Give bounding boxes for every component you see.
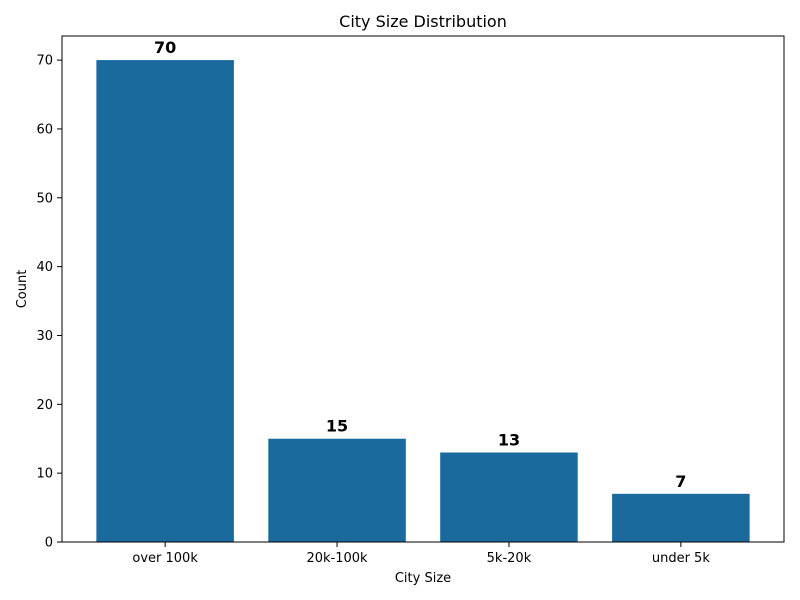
- bar: [612, 493, 750, 542]
- x-tick-label: over 100k: [132, 551, 198, 566]
- y-tick-label: 0: [45, 536, 53, 551]
- y-axis: 0 10 20 30 40 50 60 70: [36, 54, 62, 551]
- y-tick-label: 70: [36, 54, 53, 69]
- data-label: 7: [675, 472, 686, 491]
- bar: [268, 438, 406, 542]
- bars-group: [96, 60, 750, 542]
- x-axis-label: City Size: [395, 571, 451, 586]
- y-tick-label: 10: [36, 467, 53, 482]
- x-axis: over 100k 20k-100k 5k-20k under 5k: [132, 542, 710, 566]
- data-label: 15: [326, 417, 348, 436]
- y-tick-label: 30: [36, 329, 53, 344]
- data-label: 13: [498, 431, 520, 450]
- y-axis-label: Count: [15, 270, 30, 309]
- y-tick-label: 20: [36, 398, 53, 413]
- y-tick-label: 50: [36, 191, 53, 206]
- data-labels-group: 70 15 13 7: [154, 38, 686, 491]
- y-tick-label: 40: [36, 260, 53, 275]
- plot-frame: [61, 35, 785, 543]
- chart-title: City Size Distribution: [339, 12, 507, 31]
- bar: [440, 452, 578, 542]
- x-tick-label: under 5k: [652, 551, 710, 566]
- y-tick-label: 60: [36, 122, 53, 137]
- x-tick-label: 20k-100k: [306, 551, 368, 566]
- data-label: 70: [154, 38, 176, 57]
- x-tick-label: 5k-20k: [487, 551, 532, 566]
- bar: [96, 60, 234, 542]
